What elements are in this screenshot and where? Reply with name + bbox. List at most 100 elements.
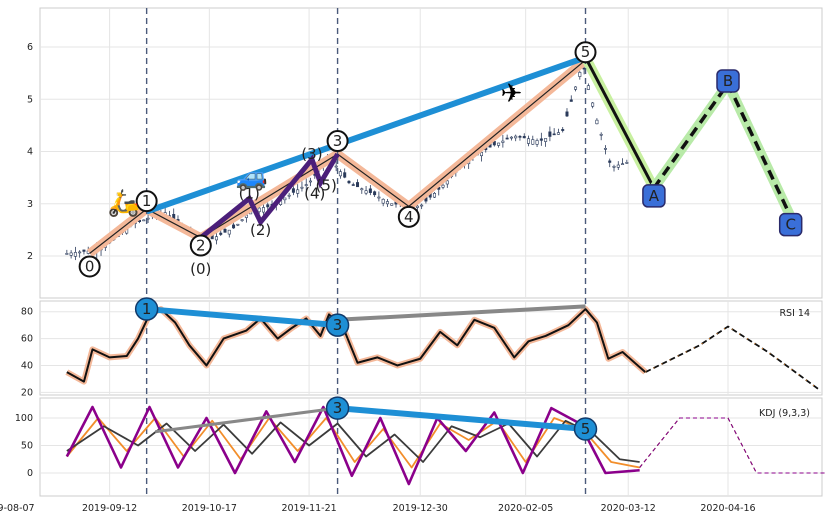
candle-body [373,191,377,196]
grid-lines [40,8,822,496]
candle-body [223,228,227,233]
wave-box-label: A [649,187,660,205]
wave-overlays [86,8,796,496]
candle-body [351,184,355,186]
rsi-line-group: 13 [65,297,820,391]
kdj-wave-marker-label: 5 [581,420,591,438]
candle-body [291,188,295,193]
candle-body [78,251,82,254]
candle-body [591,102,595,107]
candle-body [514,135,518,139]
rsi-divergence-grey [337,304,586,322]
wave-circle [397,205,420,228]
x-tick-label: 2019-08-07 [0,503,35,514]
candle-body [561,129,565,131]
candle-body [509,136,513,139]
rsi-divergence [146,306,338,329]
y-tick-kdj: 100 [15,413,33,424]
candle-body [415,205,419,208]
candle-body [236,223,240,226]
x-tick-label: 2019-09-12 [82,503,137,514]
candle-body [501,140,505,143]
x-tick-label: 2020-03-12 [601,503,656,514]
price-panel [39,7,823,299]
candle-body [142,219,146,222]
wave-box [778,212,803,237]
candle-body [257,207,261,213]
candle-body [497,142,501,146]
x-tick-label: 2019-10-17 [182,503,237,514]
candle-body [240,219,244,221]
y-tick-rsi: 60 [21,334,33,345]
wave-markers: 0 1 2 (0) (1) (2) (3) (4)(5) 3 4 5 A B C 🛵 🚙 ✈ [78,41,803,278]
candle-body [227,229,231,235]
wave-circle-label: 3 [333,132,343,150]
candle-body [420,204,424,207]
candle-body [364,190,368,194]
candle-body [232,224,236,229]
x-tick-label: 2020-02-05 [498,503,553,514]
car-icon: 🚙 [236,162,268,192]
candle-body [586,85,590,90]
candle-body [527,138,531,144]
kdj-j-line [65,405,640,486]
candle-body [518,136,522,138]
candle-body [304,184,308,186]
candle-body [356,182,360,188]
wave-circle-label: 0 [85,257,95,275]
wave-box-label: C [785,216,795,234]
rsi-wave-marker [325,313,350,337]
candle-body [377,196,381,199]
x-tick-label: 2019-11-21 [281,503,336,514]
candle-body [432,193,436,198]
candle-body [621,163,625,165]
trend-line [145,54,587,215]
kdj-line-group: 35 [65,396,825,486]
candle-body [381,198,385,204]
candle-body [505,137,509,140]
wave-circle-label: 5 [581,43,591,61]
candle-body [73,252,77,257]
candle-body [338,171,342,177]
wave-sub-label: (4) [304,184,325,202]
candle-body [522,136,526,139]
kdj-divergence-grey [154,406,338,434]
y-tick-price: 2 [27,251,33,262]
rsi-projection [644,325,820,391]
scooter-icon: 🛵 [108,189,140,219]
y-tick-price: 6 [27,42,33,53]
candle-body [445,180,449,185]
wave-circle [326,130,349,153]
y-tick-rsi: 20 [21,387,33,398]
y-tick-kdj: 0 [27,468,33,479]
x-tick-label: 2020-04-16 [700,503,755,514]
candle-body [82,249,86,252]
rsi-wave-marker-label: 3 [333,316,343,334]
wave-circle-label: 2 [196,237,206,255]
wave-line [89,59,586,254]
kdj-divergence [337,405,586,432]
wave-circle [135,190,158,213]
candle-body [603,148,607,150]
kdj-wave-marker [325,396,350,420]
candle-body [261,207,265,213]
wave-sub-label: (2) [250,221,271,239]
sub-wave-line [199,152,340,240]
candle-body [612,166,616,168]
candle-body [334,165,338,168]
kdj-d-line [66,419,640,463]
candle-body [544,138,548,142]
candle-body [539,138,543,141]
candle-body [569,99,573,102]
candle-body [283,197,287,201]
candle-body [578,72,582,77]
wave-sub-label: (5) [316,176,337,194]
y-tick-price: 3 [27,199,33,210]
wave-sub-label: (1) [239,184,260,202]
candle-body [531,139,535,145]
candle-body [287,194,291,197]
kdj-wave-marker-label: 3 [333,399,343,417]
candle-body [219,232,223,235]
wave-circle [574,41,597,64]
